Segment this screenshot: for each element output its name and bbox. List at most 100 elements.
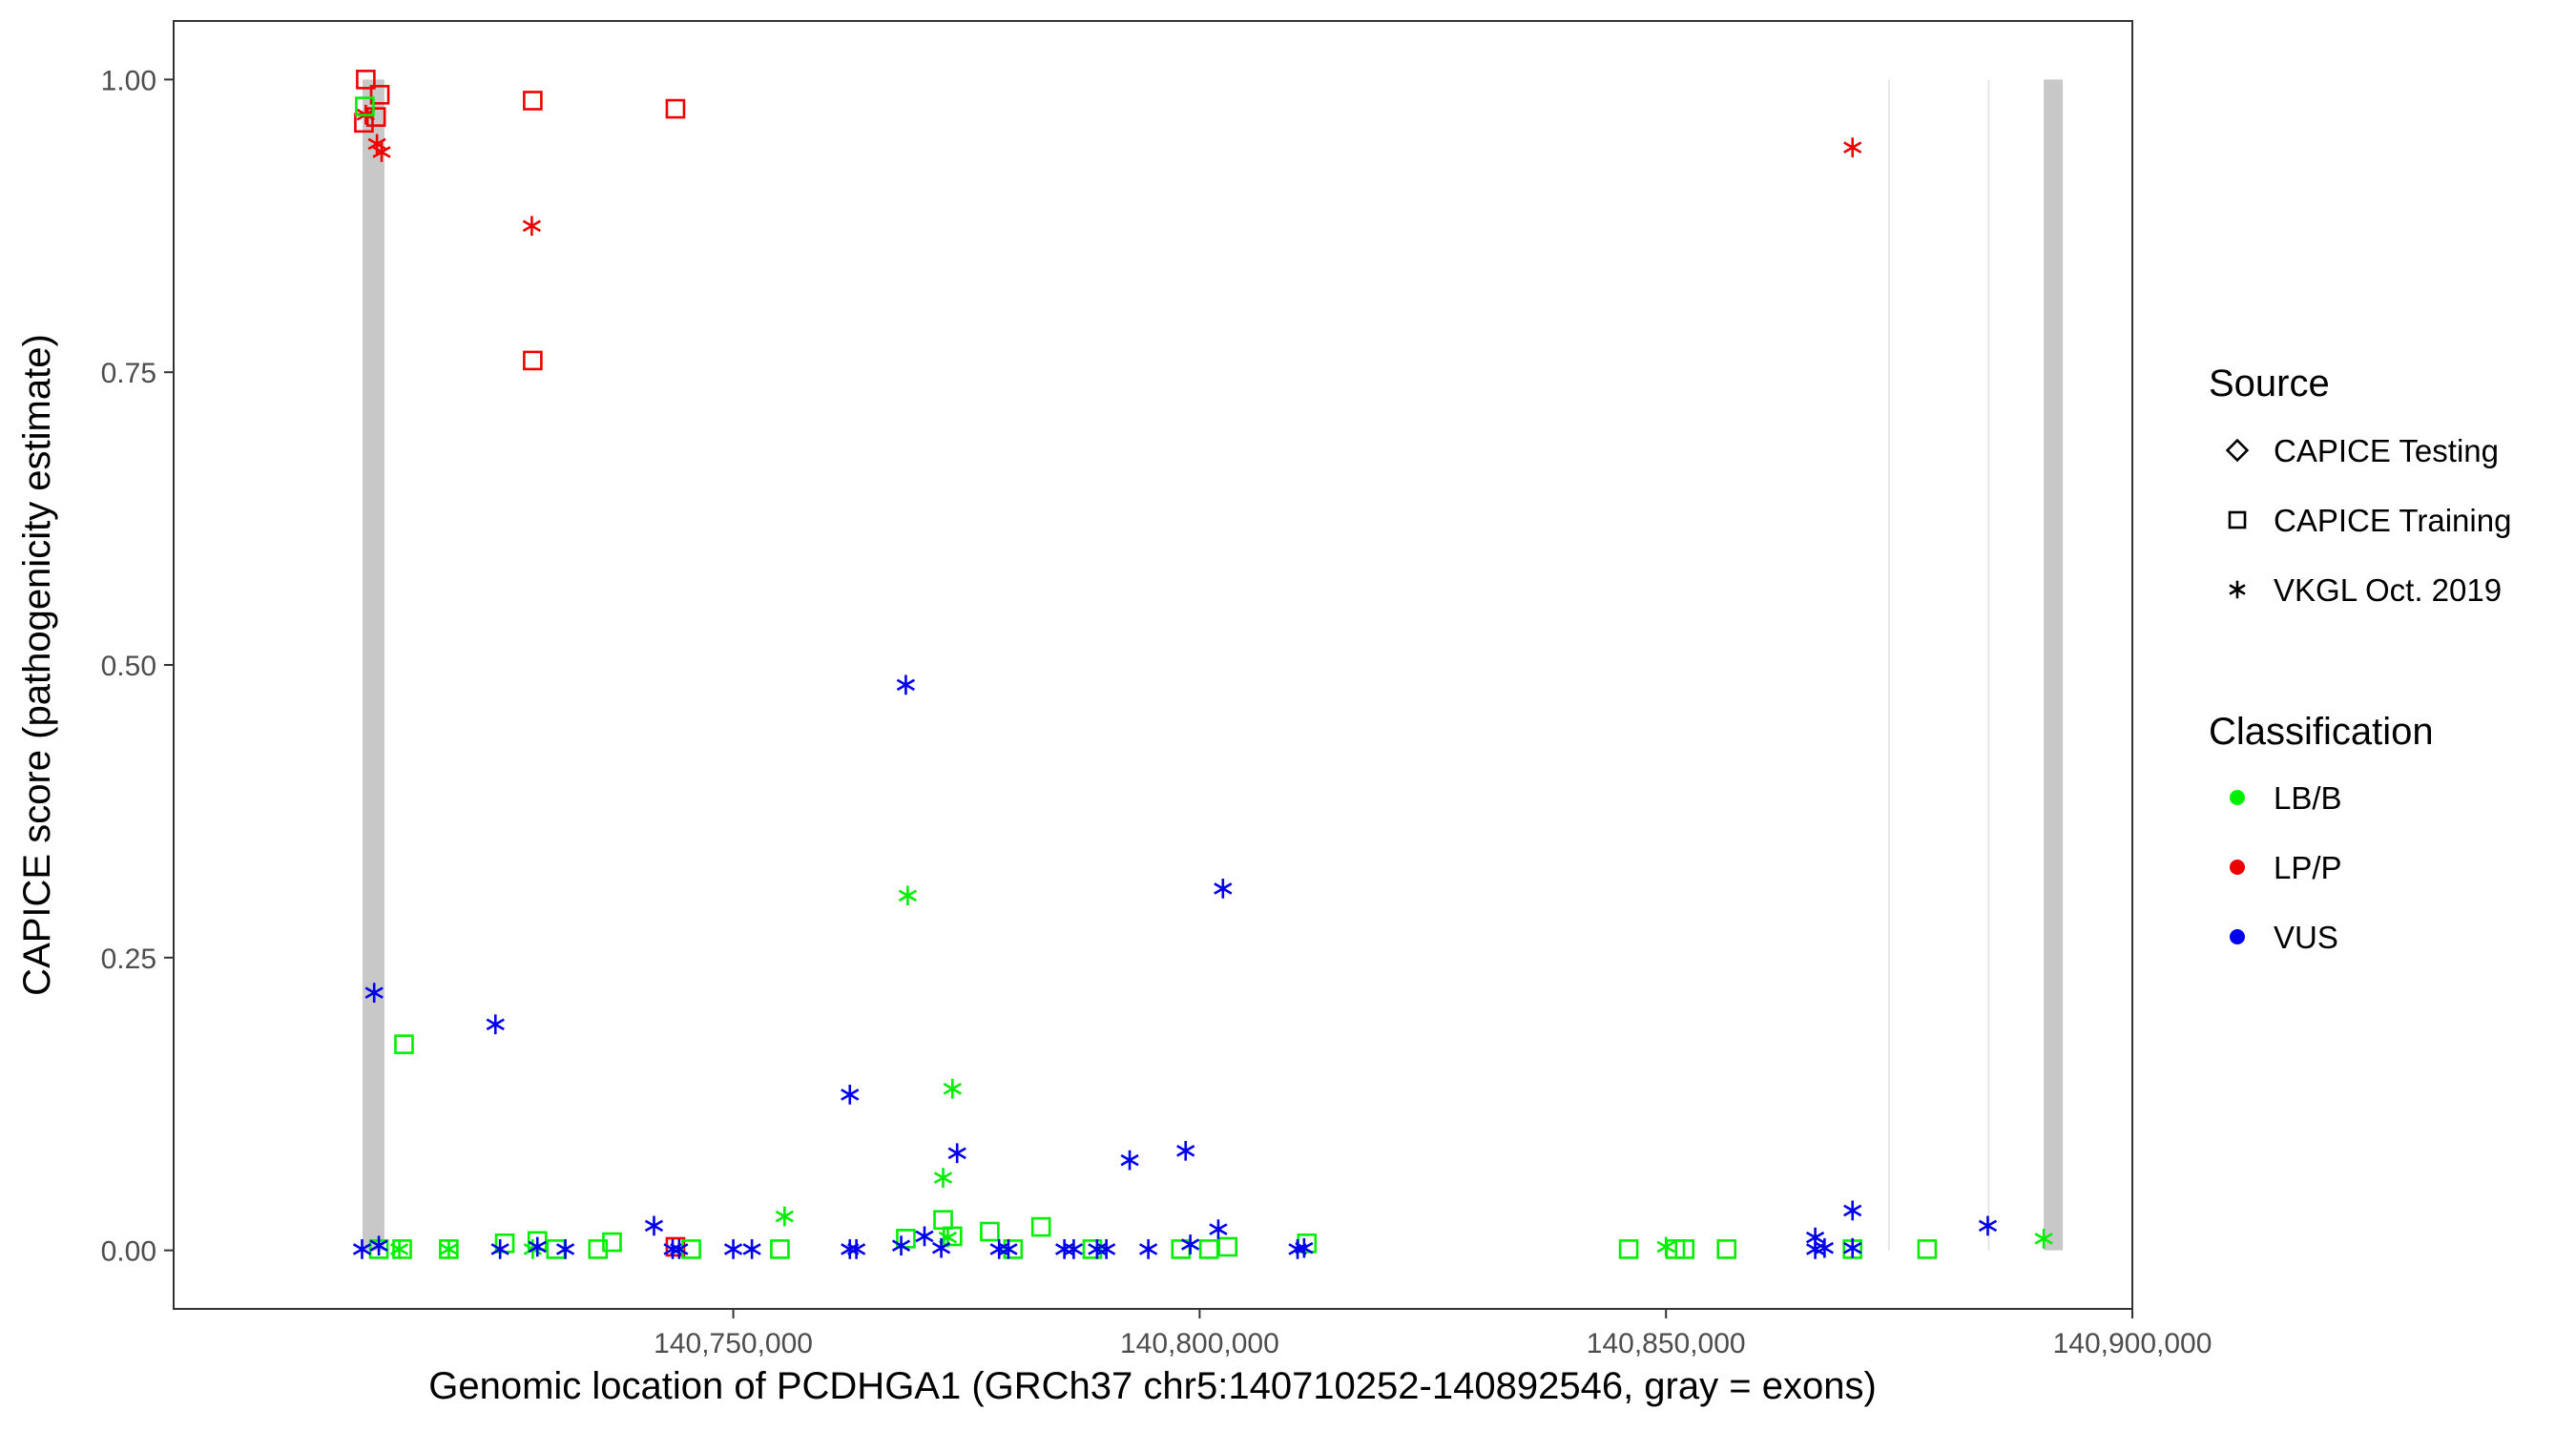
data-point [439, 1239, 459, 1259]
x-axis-title: Genomic location of PCDHGA1 (GRCh37 chr5… [428, 1365, 1877, 1407]
legend-class-key [2230, 860, 2245, 875]
data-point [665, 98, 686, 119]
data-point [1815, 1237, 1834, 1258]
data-point [1176, 1140, 1195, 1161]
exon-band [1887, 79, 1890, 1251]
data-point [681, 1239, 701, 1259]
data-point [898, 885, 917, 906]
data-point [891, 1235, 911, 1256]
data-points [352, 70, 2053, 1259]
y-axis-title: CAPICE score (pathogenicity estimate) [16, 334, 58, 996]
legend-source-key [2228, 510, 2247, 529]
data-point [1843, 137, 1862, 157]
legend-source-key [2225, 438, 2250, 463]
data-point [670, 1239, 689, 1259]
legend-classification: Classification LB/B LP/P VUS [2209, 711, 2434, 955]
data-point [523, 350, 543, 371]
data-point [369, 1235, 388, 1256]
data-point [742, 1239, 761, 1259]
data-point [1716, 1239, 1737, 1259]
data-point [770, 1239, 790, 1259]
legend-source: Source CAPICE Testing CAPICE Training VKGL… [2209, 363, 2511, 608]
data-point [1656, 1236, 1675, 1257]
data-point [1180, 1234, 1200, 1255]
legend-source-title: Source [2209, 363, 2330, 404]
data-point [1214, 879, 1233, 899]
data-point [392, 1239, 412, 1259]
data-point [933, 1168, 953, 1188]
data-point [1618, 1239, 1639, 1259]
data-point [490, 1239, 509, 1259]
data-point [1198, 1239, 1219, 1259]
data-point [528, 1236, 547, 1257]
y-tick-label: 0.75 [101, 358, 156, 389]
data-point [723, 1239, 743, 1259]
data-point [523, 91, 543, 111]
data-point [915, 1226, 934, 1247]
legend-source-label: CAPICE Training [2274, 503, 2511, 538]
x-tick-label: 140,800,000 [1120, 1328, 1279, 1359]
legend-source-key [2229, 580, 2246, 599]
data-point [522, 216, 542, 237]
data-point [602, 1232, 622, 1253]
data-point [555, 1239, 575, 1259]
data-point [1209, 1219, 1228, 1239]
data-point [369, 85, 390, 105]
data-point [943, 1078, 962, 1099]
legend-classification-title: Classification [2209, 711, 2434, 753]
data-point [644, 1215, 664, 1236]
data-point [1843, 1237, 1862, 1258]
data-point [999, 1239, 1018, 1259]
legend-class-label: LP/P [2274, 850, 2342, 885]
data-point [1138, 1239, 1158, 1259]
data-point [1917, 1239, 1938, 1259]
data-point [947, 1143, 966, 1164]
y-tick-label: 1.00 [101, 65, 156, 96]
exon-band [1987, 79, 1990, 1251]
data-point [841, 1085, 860, 1105]
data-point [394, 1034, 414, 1054]
data-point [364, 983, 384, 1003]
x-tick-label: 140,850,000 [1587, 1328, 1746, 1359]
data-point [355, 96, 375, 116]
legend-class-label: VUS [2274, 920, 2338, 955]
x-tick-label: 140,900,000 [2053, 1328, 2212, 1359]
data-point [1082, 1239, 1103, 1259]
data-point [1097, 1239, 1116, 1259]
exon-band [362, 79, 384, 1251]
data-point [847, 1239, 866, 1259]
legend-source-label: CAPICE Testing [2274, 433, 2499, 468]
data-point [356, 70, 376, 90]
data-point [1978, 1215, 1998, 1236]
exon-band [2044, 79, 2064, 1251]
y-tick-label: 0.50 [101, 651, 156, 682]
data-point [1295, 1237, 1314, 1258]
data-point [389, 1239, 409, 1259]
data-point [1030, 1216, 1051, 1237]
data-point [372, 142, 391, 162]
data-point [2034, 1229, 2053, 1249]
legend-class-label: LB/B [2274, 780, 2342, 816]
legend-class-key [2230, 790, 2245, 805]
data-point [931, 1237, 951, 1258]
data-point [980, 1221, 1000, 1242]
data-point [1003, 1239, 1024, 1259]
data-point [896, 674, 916, 695]
data-point [1843, 1200, 1862, 1221]
data-point [486, 1014, 505, 1035]
data-point [1217, 1236, 1238, 1257]
legend-source-label: VKGL Oct. 2019 [2274, 572, 2502, 608]
data-point [1674, 1239, 1695, 1259]
data-point [1120, 1150, 1139, 1171]
y-tick-label: 0.25 [101, 944, 156, 975]
data-point [588, 1239, 609, 1259]
axes: 0.00 0.25 0.50 0.75 1.00 140,750,000 140,800,0… [101, 65, 2212, 1359]
data-point [1064, 1239, 1084, 1259]
exon-bands [362, 79, 2064, 1251]
legend-class-key [2230, 929, 2245, 944]
data-point [775, 1206, 794, 1227]
x-tick-label: 140,750,000 [654, 1328, 813, 1359]
data-point [352, 1239, 372, 1259]
